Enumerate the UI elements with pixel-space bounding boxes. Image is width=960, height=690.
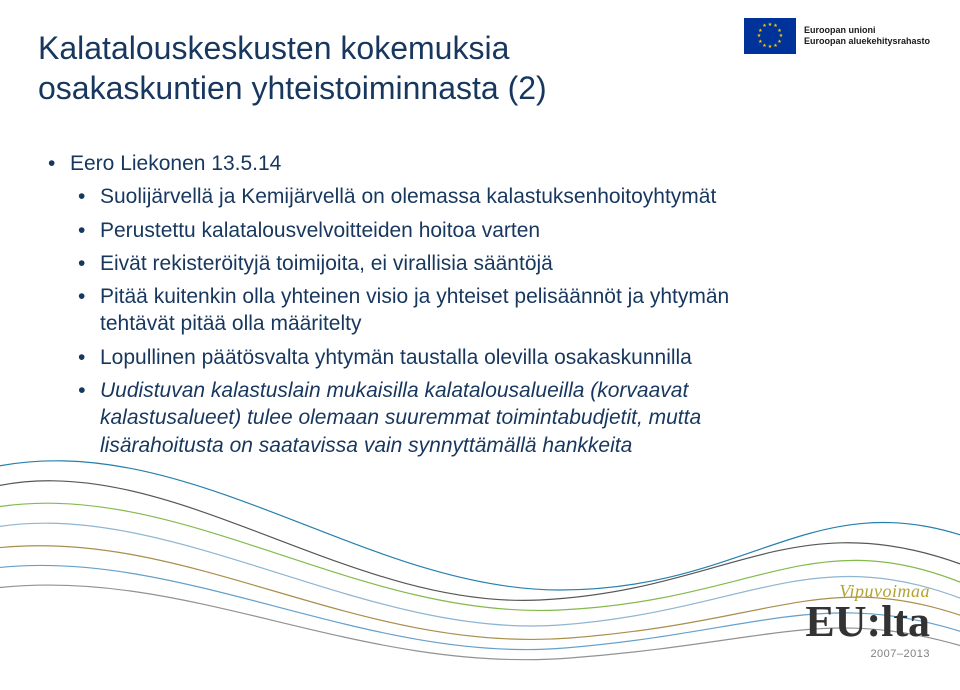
vipu-main: EU:lta: [805, 600, 930, 644]
eu-text-line1: Euroopan unioni: [804, 25, 930, 36]
bullet-list: Eero Liekonen 13.5.14Suolijärvellä ja Ke…: [48, 150, 738, 465]
eu-logo: ★★★★★★★★★★★★ Euroopan unioni Euroopan al…: [744, 18, 930, 54]
eu-flag-icon: ★★★★★★★★★★★★: [744, 18, 796, 54]
bullet-l2: Eivät rekisteröityjä toimijoita, ei vira…: [70, 250, 738, 277]
slide: Kalatalouskeskusten kokemuksia osakaskun…: [0, 0, 960, 690]
bullet-l2: Uudistuvan kalastuslain mukaisilla kalat…: [70, 377, 738, 459]
bullet-l2: Perustettu kalatalousvelvoitteiden hoito…: [70, 217, 738, 244]
bullet-l2: Suolijärvellä ja Kemijärvellä on olemass…: [70, 183, 738, 210]
slide-title: Kalatalouskeskusten kokemuksia osakaskun…: [38, 28, 678, 108]
bullet-l2: Pitää kuitenkin olla yhteinen visio ja y…: [70, 283, 738, 338]
vipu-years: 2007–2013: [805, 648, 930, 660]
bullet-l2: Lopullinen päätösvalta yhtymän taustalla…: [70, 344, 738, 371]
bullet-l1: Eero Liekonen 13.5.14Suolijärvellä ja Ke…: [48, 150, 738, 459]
eu-logo-text: Euroopan unioni Euroopan aluekehitysraha…: [804, 25, 930, 47]
vipuvoimaa-logo: Vipuvoimaa EU:lta 2007–2013: [805, 581, 930, 660]
eu-text-line2: Euroopan aluekehitysrahasto: [804, 36, 930, 47]
